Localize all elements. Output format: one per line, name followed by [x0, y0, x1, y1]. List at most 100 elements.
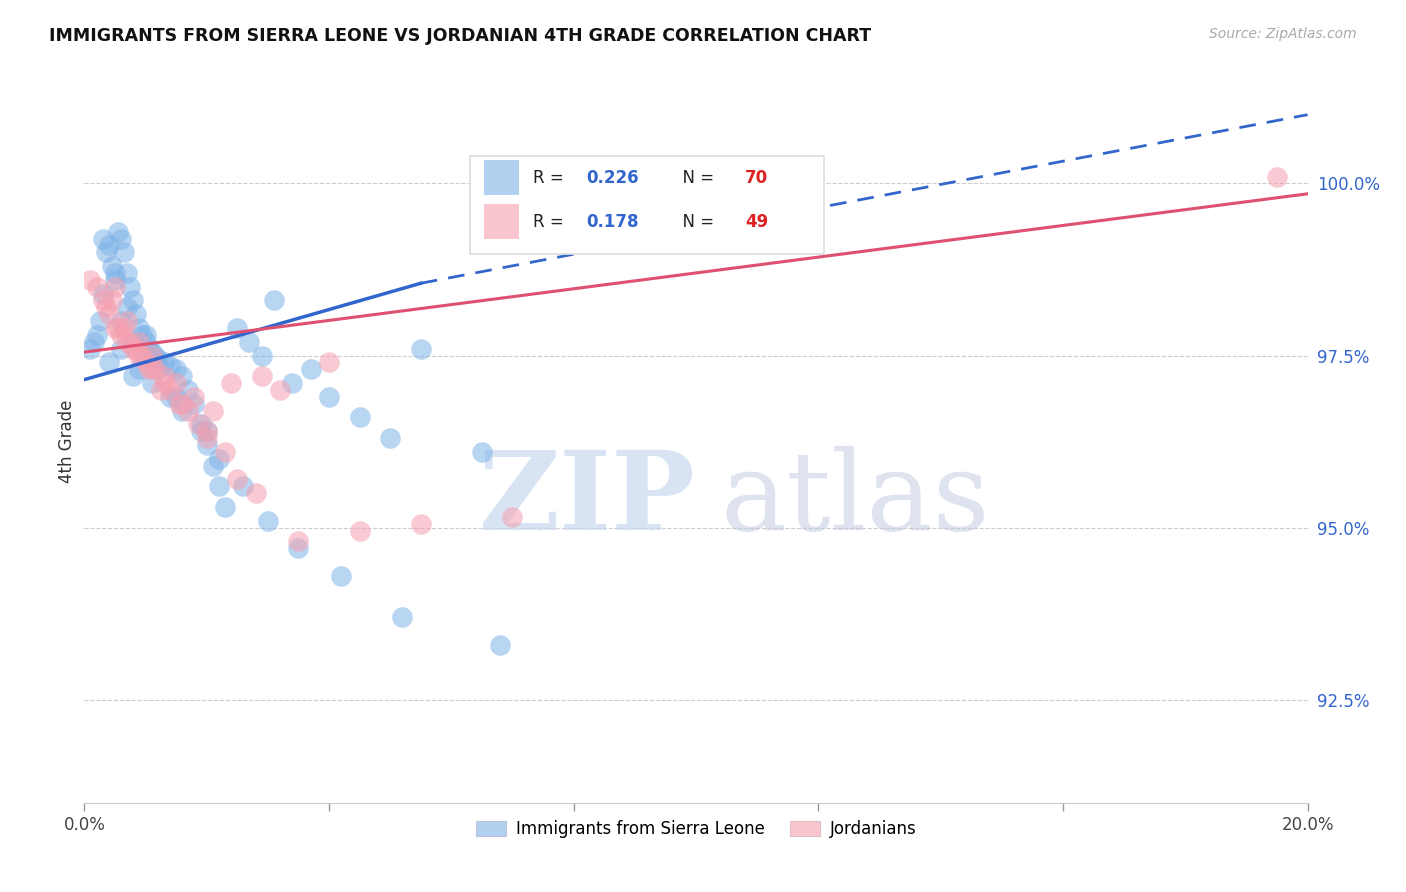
Text: R =: R =: [533, 169, 569, 186]
Point: [128, 321, 150, 335]
Point: [104, 279, 127, 293]
Point: [122, 369, 145, 384]
Point: [214, 500, 236, 514]
Point: [318, 390, 340, 404]
Point: [128, 349, 150, 363]
Point: [91, 231, 114, 245]
Point: [79, 273, 101, 287]
Point: [195, 438, 218, 452]
Point: [115, 301, 138, 315]
Point: [201, 458, 224, 473]
Point: [94, 301, 117, 315]
Point: [115, 314, 138, 328]
Point: [281, 376, 304, 390]
Point: [110, 327, 132, 342]
Point: [318, 355, 340, 369]
Point: [94, 245, 117, 260]
Point: [159, 390, 181, 404]
Point: [97, 307, 120, 321]
Point: [141, 349, 163, 363]
Text: N =: N =: [672, 169, 718, 186]
Point: [226, 321, 249, 335]
Point: [110, 231, 132, 245]
Point: [146, 351, 169, 366]
Point: [190, 417, 212, 432]
Point: [159, 383, 181, 397]
Point: [183, 390, 205, 404]
Point: [380, 431, 402, 445]
Point: [86, 327, 108, 342]
Point: [131, 349, 153, 363]
Point: [208, 451, 231, 466]
Point: [110, 342, 132, 356]
FancyBboxPatch shape: [470, 156, 824, 253]
Point: [250, 369, 273, 384]
Point: [226, 472, 249, 486]
Point: [120, 279, 142, 293]
Point: [135, 355, 157, 369]
Point: [122, 293, 145, 308]
Point: [186, 417, 208, 432]
Point: [89, 314, 111, 328]
Point: [107, 321, 129, 335]
Text: ZIP: ZIP: [479, 446, 696, 553]
Text: IMMIGRANTS FROM SIERRA LEONE VS JORDANIAN 4TH GRADE CORRELATION CHART: IMMIGRANTS FROM SIERRA LEONE VS JORDANIA…: [49, 27, 872, 45]
Point: [153, 376, 176, 390]
Point: [115, 334, 138, 349]
Point: [165, 362, 187, 376]
Point: [263, 293, 285, 308]
Point: [238, 334, 260, 349]
Point: [232, 479, 254, 493]
Point: [131, 327, 153, 342]
Point: [125, 342, 148, 356]
Point: [104, 273, 127, 287]
Text: 70: 70: [745, 169, 768, 186]
Point: [146, 362, 169, 376]
Point: [245, 486, 267, 500]
Point: [1265, 169, 1288, 184]
Text: N =: N =: [672, 212, 718, 231]
Point: [214, 445, 236, 459]
Point: [330, 568, 353, 582]
Point: [409, 517, 432, 532]
Point: [101, 259, 124, 273]
Point: [153, 355, 176, 369]
Point: [120, 334, 142, 349]
Point: [91, 293, 114, 308]
Point: [91, 286, 114, 301]
Point: [471, 445, 494, 459]
Point: [138, 342, 160, 356]
Point: [97, 238, 120, 252]
Text: 0.178: 0.178: [586, 212, 638, 231]
Point: [391, 610, 413, 624]
Point: [125, 307, 148, 321]
Text: Source: ZipAtlas.com: Source: ZipAtlas.com: [1209, 27, 1357, 41]
Text: atlas: atlas: [720, 446, 990, 553]
Point: [83, 334, 105, 349]
Point: [104, 321, 127, 335]
Point: [269, 383, 291, 397]
Point: [250, 349, 273, 363]
Point: [135, 327, 157, 342]
Point: [165, 390, 187, 404]
Point: [219, 376, 242, 390]
Point: [128, 362, 150, 376]
Y-axis label: 4th Grade: 4th Grade: [58, 400, 76, 483]
Point: [167, 397, 190, 411]
FancyBboxPatch shape: [484, 204, 519, 239]
Point: [409, 342, 432, 356]
Point: [489, 638, 512, 652]
Point: [190, 424, 212, 438]
Point: [149, 383, 172, 397]
Point: [110, 314, 132, 328]
Point: [101, 293, 124, 308]
Point: [177, 383, 200, 397]
Point: [138, 362, 160, 376]
Point: [165, 376, 187, 390]
Point: [159, 359, 181, 373]
Point: [349, 524, 371, 538]
Point: [107, 225, 129, 239]
Point: [195, 424, 218, 438]
Point: [177, 403, 200, 417]
Point: [79, 342, 101, 356]
